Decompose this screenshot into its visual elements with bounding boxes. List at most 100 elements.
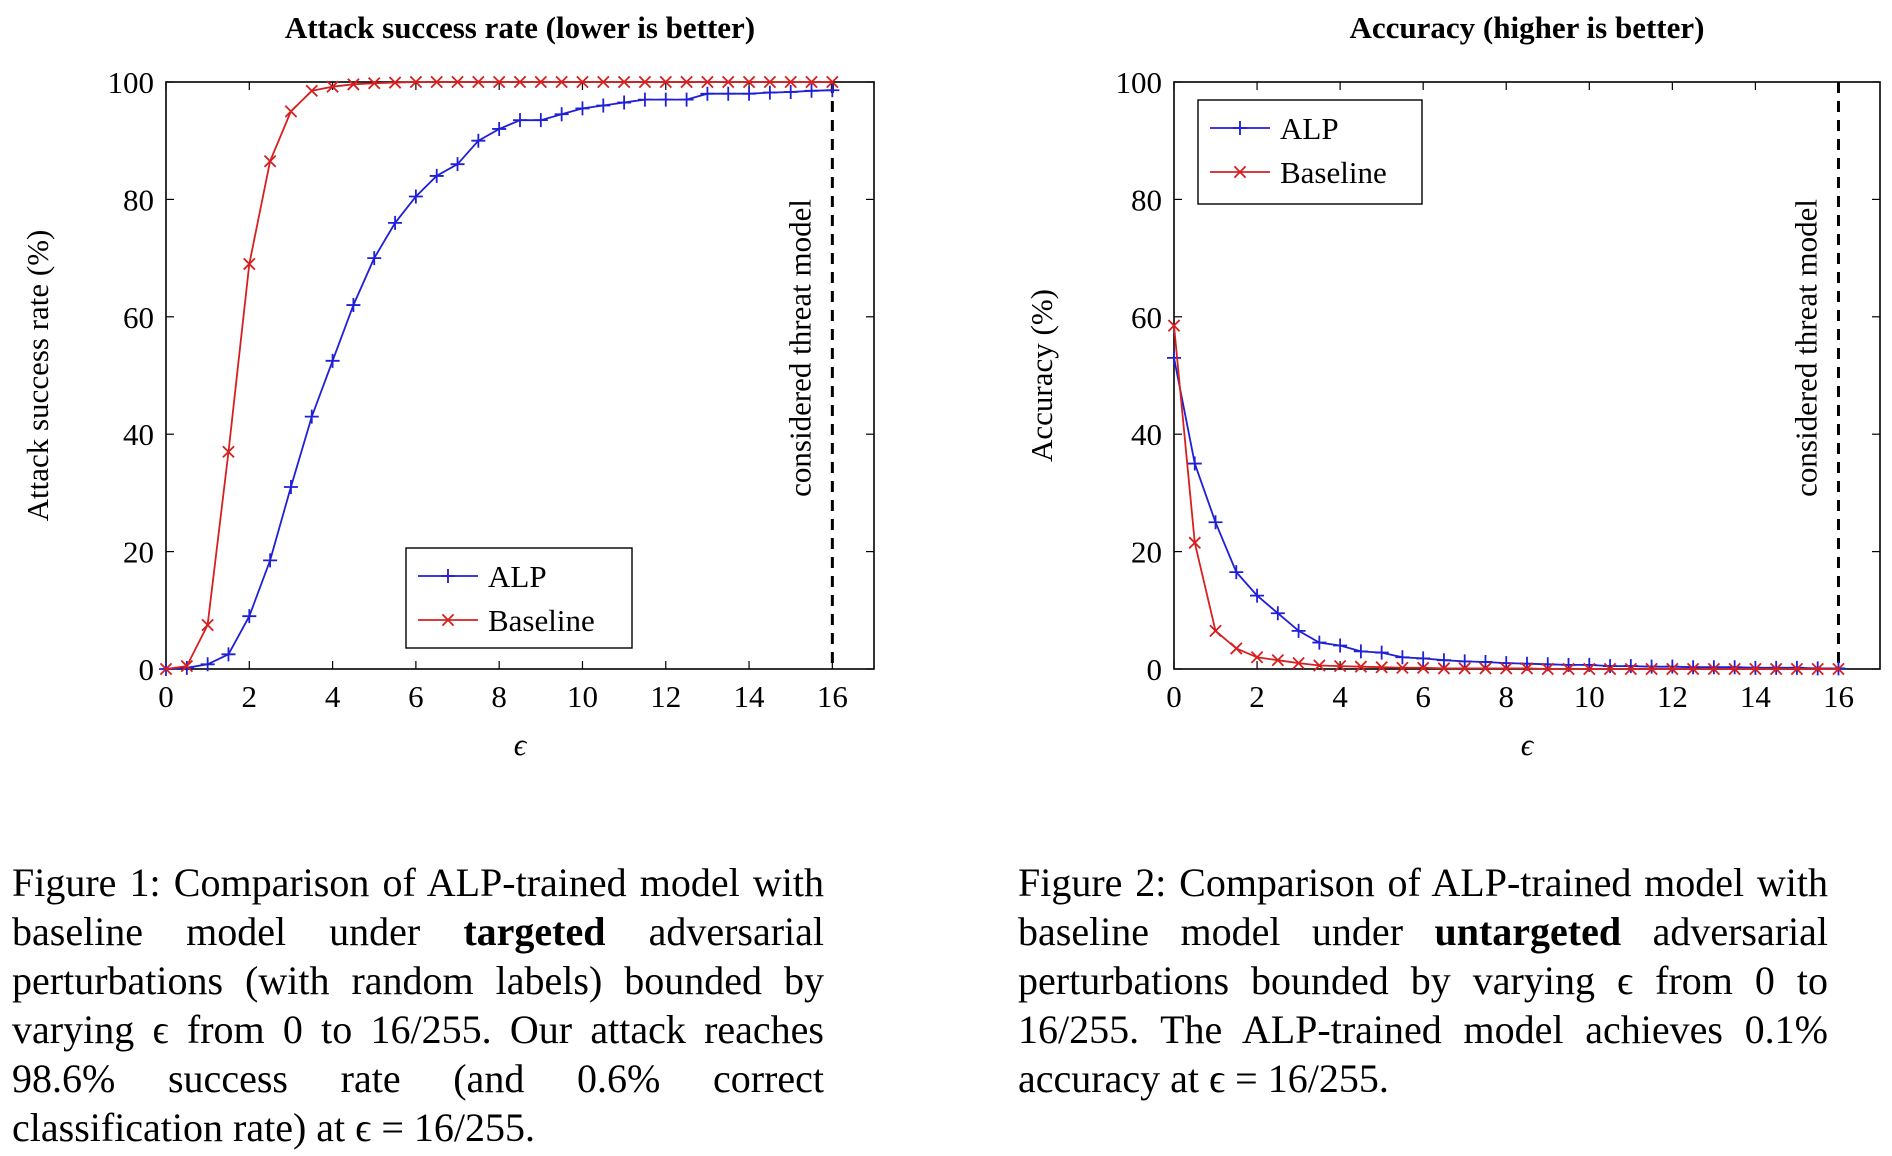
data-point [1437, 662, 1451, 675]
threat-model-label: considered threat model [1788, 199, 1823, 497]
data-point [721, 75, 735, 89]
data-point [1374, 645, 1389, 660]
y-axis-label: Accuracy (%) [1024, 289, 1059, 462]
data-point [1624, 662, 1638, 676]
data-point [533, 113, 548, 128]
y-tick-label: 80 [1131, 182, 1162, 217]
caption-text: Comparison of ALP-trained model with bas… [1018, 860, 1829, 954]
data-point [596, 98, 611, 113]
x-tick-label: 4 [1332, 679, 1348, 714]
x-tick-label: 0 [1166, 679, 1182, 714]
data-point [1686, 662, 1700, 676]
data-point [200, 657, 215, 672]
data-point [1354, 660, 1368, 673]
data-point [450, 157, 465, 172]
data-point [575, 101, 590, 116]
chart-title: Accuracy (higher is better) [1350, 10, 1705, 45]
caption-emphasis: untargeted [1434, 909, 1622, 954]
figure-svg: Attack success rate (lower is better) 0 2 4… [20, 10, 1881, 762]
figure-2-caption: Figure 2: Comparison of ALP-trained mode… [1018, 858, 1828, 1103]
attack-success-chart: Attack success rate (lower is better) 0 2 4… [20, 10, 875, 762]
legend-label: Baseline [488, 603, 595, 638]
data-point [576, 75, 589, 89]
data-point [325, 353, 340, 368]
y-tick-label: 100 [1116, 65, 1163, 100]
x-tick-label: 2 [242, 679, 258, 714]
data-point [804, 83, 819, 98]
figure-1-caption: Figure 1: Comparison of ALP-trained mode… [12, 858, 824, 1152]
series-line-alp [1173, 357, 1839, 670]
data-point [263, 553, 278, 568]
legend-box [405, 547, 633, 649]
y-tick-label: 60 [1131, 300, 1162, 335]
chart-title: Attack success rate (lower is better) [285, 10, 755, 45]
data-point [1229, 565, 1244, 580]
x-axis-label: ϵ [514, 727, 528, 762]
data-point [805, 75, 818, 89]
data-point [1292, 656, 1305, 670]
data-point [700, 86, 715, 101]
data-point [554, 107, 569, 122]
data-point [1250, 651, 1264, 664]
threat-model-label: considered threat model [782, 199, 817, 497]
data-point [1416, 651, 1431, 666]
data-point [180, 659, 194, 673]
data-point [429, 168, 444, 183]
data-point [1375, 661, 1388, 674]
data-point [762, 85, 777, 100]
data-point [784, 75, 797, 89]
legend-marker [441, 569, 455, 583]
y-axis-label: Attack success rate (%) [20, 230, 55, 522]
data-point [659, 75, 673, 89]
data-point [680, 75, 693, 89]
x-tick-label: 14 [1740, 679, 1772, 714]
x-tick-label: 10 [567, 679, 598, 714]
data-point [1230, 642, 1243, 655]
data-point [471, 133, 486, 148]
y-tick-label: 100 [108, 65, 155, 100]
legend-label: ALP [488, 559, 547, 594]
data-point [326, 80, 339, 93]
x-tick-label: 8 [491, 679, 507, 714]
data-point [721, 86, 736, 101]
data-point [1790, 662, 1804, 676]
data-point [1727, 660, 1742, 675]
legend-marker [1233, 121, 1247, 135]
y-tick-label: 60 [123, 300, 154, 335]
legend-label: ALP [1280, 111, 1339, 146]
data-point [1270, 606, 1285, 621]
data-point [1749, 662, 1762, 676]
data-point [304, 409, 319, 424]
data-point [430, 75, 443, 89]
caption-text: adversarial perturbations (with random l… [12, 909, 825, 1150]
data-point [1603, 662, 1617, 676]
x-tick-label: 12 [1657, 679, 1688, 714]
data-point [242, 609, 257, 624]
x-tick-label: 16 [817, 679, 848, 714]
legend-marker [1233, 165, 1247, 179]
data-point [658, 92, 673, 107]
data-point [1250, 588, 1265, 603]
data-point [408, 189, 423, 204]
data-point [1644, 659, 1659, 674]
data-point [597, 75, 610, 89]
caption-label: Figure 1: [12, 860, 161, 905]
caption-label: Figure 2: [1018, 860, 1167, 905]
data-point [388, 215, 403, 230]
data-point [1665, 659, 1680, 674]
data-point [263, 155, 277, 168]
data-point [283, 480, 298, 495]
data-point [284, 105, 298, 118]
data-point [1706, 660, 1721, 675]
data-point [1457, 654, 1472, 669]
data-point [742, 75, 756, 89]
data-point [1541, 662, 1554, 676]
data-point [1707, 662, 1721, 676]
y-tick-label: 40 [123, 417, 154, 452]
data-point [409, 75, 423, 89]
data-point [1353, 644, 1368, 659]
data-point [763, 75, 777, 89]
data-point [701, 75, 714, 89]
data-point [159, 662, 173, 676]
data-point [451, 75, 464, 89]
